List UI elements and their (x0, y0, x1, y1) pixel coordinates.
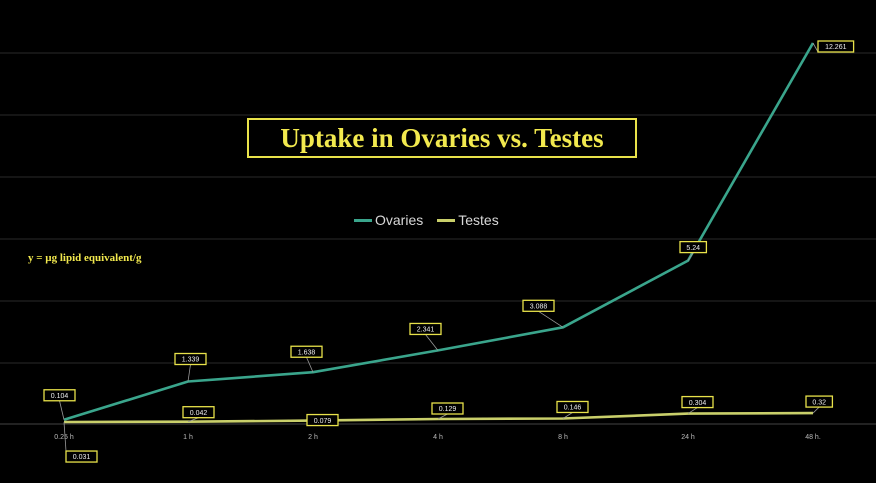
legend-item-ovaries: Ovaries (354, 212, 423, 228)
data-label-ovaries-box (817, 40, 855, 53)
legend-swatch-testes (437, 218, 456, 222)
data-label-ovaries: 1.339 (182, 357, 200, 364)
data-label-testes-leader (187, 417, 199, 423)
data-label-testes-box (681, 395, 714, 409)
data-label-testes: 0.042 (190, 410, 208, 417)
data-label-testes-leader (687, 407, 698, 414)
data-label-testes-box (431, 402, 464, 415)
data-label-testes-box (306, 413, 339, 427)
data-label-ovaries: 2.341 (417, 327, 435, 334)
legend-item-testes: Testes (437, 212, 499, 228)
data-label-ovaries: 0.104 (51, 393, 69, 400)
data-label-ovaries-leader (306, 357, 314, 373)
data-label-ovaries-box (174, 352, 207, 366)
data-label-ovaries-box (679, 240, 708, 254)
data-label-testes: 0.146 (564, 405, 582, 412)
data-label-testes-box (556, 400, 589, 414)
legend-label-testes: Testes (458, 212, 499, 228)
x-tick-label: 2 h (308, 434, 318, 441)
data-label-ovaries-box (290, 345, 323, 358)
data-label-testes-box (182, 406, 215, 419)
data-label-ovaries-leader (812, 42, 819, 53)
data-label-ovaries-leader (59, 400, 65, 420)
data-label-testes-leader (812, 406, 820, 414)
chart-title: Uptake in Ovaries vs. Testes (247, 118, 637, 158)
data-label-ovaries-leader (538, 310, 564, 328)
data-label-testes-box (65, 450, 98, 463)
x-tick-label: 0.25 h (54, 434, 74, 441)
data-label-ovaries: 5.24 (686, 245, 700, 252)
data-label-testes: 0.031 (73, 454, 91, 461)
data-label-testes-leader (437, 413, 448, 420)
x-tick-label: 1 h (183, 434, 193, 441)
data-label-testes: 0.32 (812, 399, 826, 406)
data-label-ovaries-leader (687, 252, 694, 261)
data-label-ovaries-box (43, 389, 76, 402)
data-label-testes: 0.304 (689, 400, 707, 407)
x-tick-label: 48 h. (805, 434, 821, 441)
data-label-testes-box (805, 395, 834, 408)
y-unit-annotation: y = µg lipid equivalent/g (28, 252, 142, 264)
x-tick-label: 8 h (558, 434, 568, 441)
data-label-testes: 0.079 (314, 418, 332, 425)
data-label-ovaries-leader (187, 364, 191, 382)
chart-legend: Ovaries Testes (354, 212, 499, 228)
data-label-testes-leader (562, 412, 573, 419)
chart-title-text: Uptake in Ovaries vs. Testes (280, 122, 604, 153)
data-label-ovaries-box (522, 299, 555, 312)
data-label-testes: 0.129 (439, 406, 457, 413)
legend-swatch-ovaries (354, 218, 372, 222)
data-label-ovaries-leader (425, 334, 439, 351)
data-label-ovaries: 12.261 (825, 44, 847, 51)
data-label-ovaries-box (409, 322, 442, 336)
legend-label-ovaries: Ovaries (375, 212, 424, 228)
data-label-ovaries: 1.638 (298, 349, 316, 356)
data-label-ovaries: 3.088 (530, 303, 548, 310)
x-tick-label: 4 h (433, 434, 443, 441)
data-label-testes-leader (63, 422, 67, 452)
x-tick-label: 24 h (681, 434, 695, 441)
